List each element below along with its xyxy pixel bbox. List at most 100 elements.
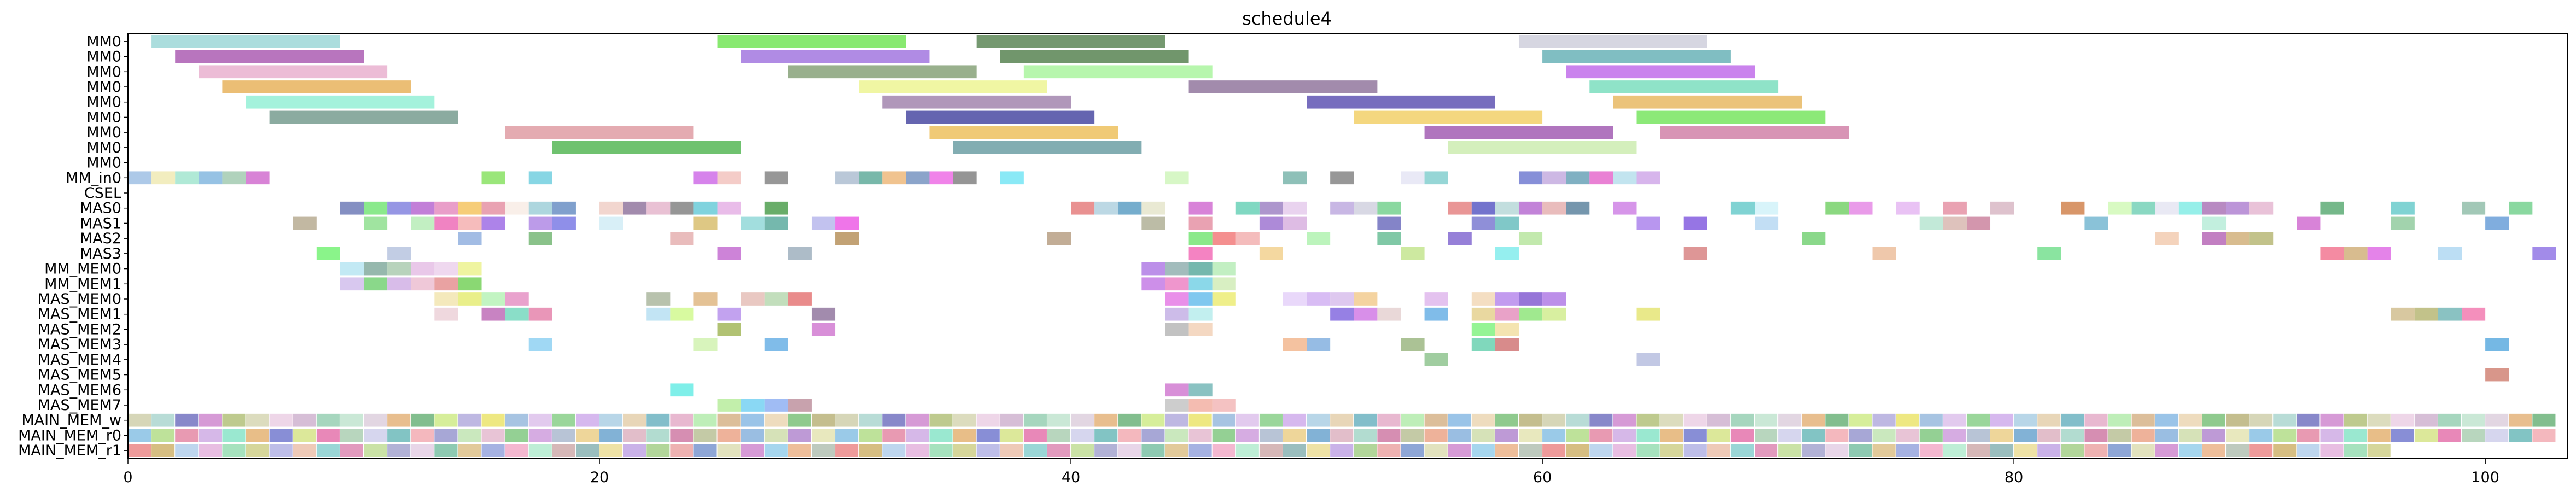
schedule-bar (528, 307, 552, 321)
schedule-bar (1943, 413, 1966, 427)
schedule-bar (1424, 444, 1448, 457)
schedule-bar (693, 429, 717, 442)
y-tick-label: MM0 (86, 49, 121, 66)
y-tick-label: MAS2 (80, 230, 121, 247)
schedule-bar (2273, 413, 2297, 427)
schedule-bar (788, 444, 811, 457)
schedule-bar (1990, 429, 2014, 442)
schedule-bar (434, 201, 458, 215)
schedule-bar (2249, 413, 2273, 427)
schedule-bar (1589, 444, 1613, 457)
schedule-bar (1919, 429, 1943, 442)
schedule-bar (788, 413, 811, 427)
schedule-bar (2084, 444, 2108, 457)
schedule-bar (340, 201, 364, 215)
schedule-bar (1943, 429, 1966, 442)
schedule-bar (2037, 429, 2061, 442)
schedule-bar (2226, 413, 2249, 427)
y-tick-label: MAS_MEM6 (38, 382, 121, 399)
schedule-bar (1071, 413, 1094, 427)
schedule-bar (2485, 413, 2509, 427)
schedule-bar (1188, 232, 1213, 245)
schedule-bar (387, 429, 411, 442)
schedule-bar (764, 338, 788, 351)
schedule-bar (1518, 444, 1542, 457)
schedule-bar (717, 201, 741, 215)
schedule-bar (717, 247, 741, 260)
schedule-bar (458, 429, 481, 442)
schedule-bar (1235, 429, 1259, 442)
schedule-bar (1212, 399, 1236, 412)
schedule-bar (199, 171, 223, 185)
schedule-bar (1943, 216, 1967, 230)
schedule-bar (2202, 201, 2227, 215)
schedule-bar (835, 444, 859, 457)
schedule-bar (316, 429, 340, 442)
schedule-bar (2084, 413, 2108, 427)
schedule-bar (1872, 444, 1896, 457)
schedule-bar (528, 338, 552, 351)
schedule-bar (693, 338, 718, 351)
schedule-bar (835, 413, 859, 427)
schedule-bar (293, 413, 316, 427)
schedule-bar (1518, 171, 1543, 185)
schedule-bar (1188, 383, 1213, 397)
schedule-bar (2344, 247, 2368, 260)
schedule-bar (199, 444, 222, 457)
schedule-bar (2273, 444, 2297, 457)
schedule-bar (175, 429, 199, 442)
schedule-bar (670, 232, 694, 245)
schedule-bar (1283, 413, 1307, 427)
schedule-bar (2131, 444, 2155, 457)
schedule-bar (2037, 413, 2061, 427)
schedule-bar (1636, 353, 1660, 366)
schedule-bar (1354, 292, 1378, 306)
schedule-bar (2202, 413, 2226, 427)
schedule-bar (623, 201, 647, 215)
schedule-bar (1495, 444, 1518, 457)
schedule-bar (1542, 171, 1566, 185)
schedule-bar (528, 232, 552, 245)
schedule-bar (1377, 429, 1401, 442)
schedule-bar (906, 171, 930, 185)
schedule-bar (1188, 247, 1213, 260)
schedule-bar (199, 413, 222, 427)
schedule-bar (411, 262, 435, 276)
schedule-bar (293, 429, 316, 442)
y-tick-label: CSEL (84, 185, 121, 202)
schedule-bar (2414, 307, 2438, 321)
y-tick-label: MM0 (86, 33, 121, 50)
schedule-bar (1448, 141, 1637, 154)
y-tick-label: MM_MEM1 (44, 276, 121, 292)
schedule-bar (1518, 201, 1543, 215)
y-tick-label: MM0 (86, 155, 121, 172)
schedule-bar (1707, 413, 1730, 427)
y-tick-label: MAIN_MEM_r1 (18, 442, 121, 459)
schedule-bar (364, 262, 388, 276)
schedule-bar (811, 429, 835, 442)
schedule-bar (1377, 413, 1401, 427)
schedule-bar (599, 201, 623, 215)
schedule-bar (481, 292, 505, 306)
schedule-bar (2462, 413, 2485, 427)
schedule-bar (1778, 429, 1802, 442)
schedule-bar (246, 171, 270, 185)
schedule-bar (1896, 444, 1919, 457)
schedule-bar (269, 413, 293, 427)
schedule-bar (151, 171, 176, 185)
schedule-bar (1896, 201, 1920, 215)
y-tick-label: MM_MEM0 (44, 261, 121, 278)
schedule-bar (1141, 262, 1165, 276)
schedule-bar (1707, 429, 1730, 442)
schedule-bar (2320, 247, 2344, 260)
schedule-bar (1424, 292, 1448, 306)
schedule-bar (1636, 110, 1826, 124)
schedule-bar (646, 429, 670, 442)
schedule-bar (2297, 444, 2320, 457)
schedule-bar (1566, 201, 1590, 215)
schedule-bar (882, 95, 1071, 109)
schedule-bar (269, 429, 293, 442)
schedule-bar (552, 201, 576, 215)
schedule-bar (646, 201, 671, 215)
